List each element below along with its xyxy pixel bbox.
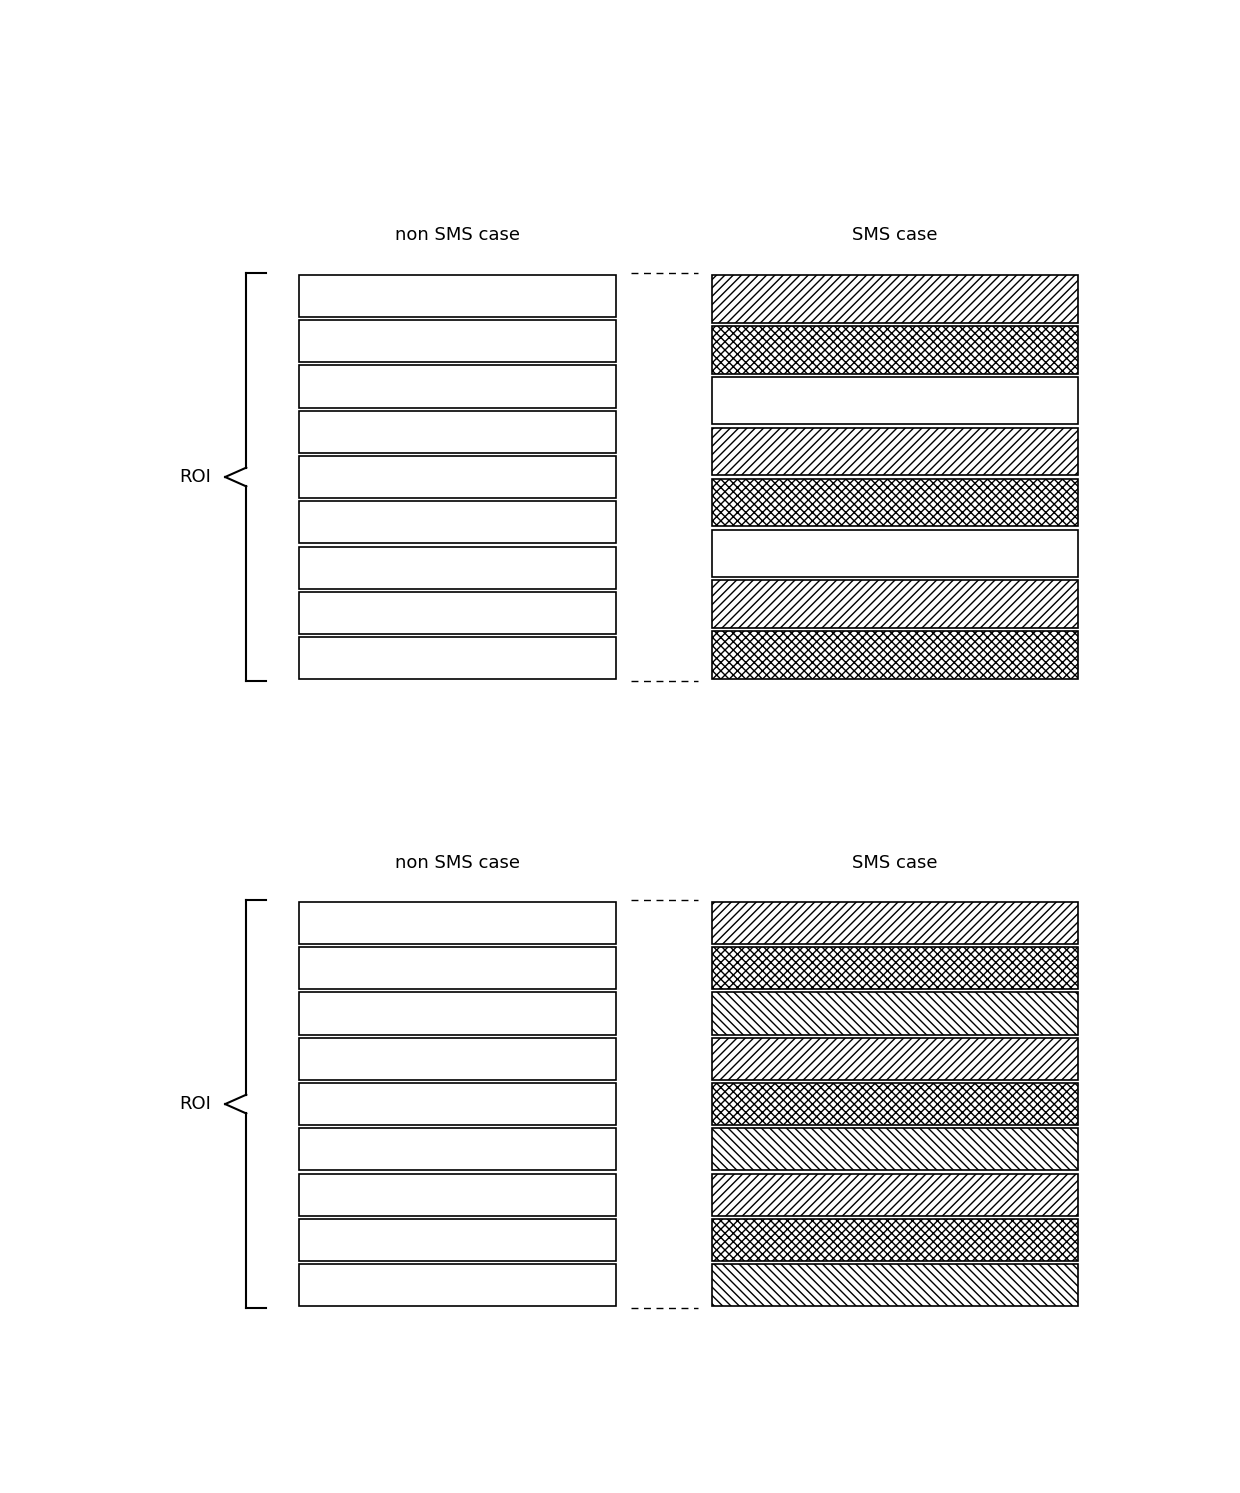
Bar	[712, 1265, 1078, 1306]
Bar	[299, 455, 616, 499]
Bar	[299, 1082, 616, 1126]
Bar	[712, 1173, 1078, 1215]
Text: ROI: ROI	[179, 1094, 211, 1114]
Bar	[712, 275, 1078, 322]
Bar	[712, 376, 1078, 424]
Bar	[299, 591, 616, 635]
Bar	[299, 411, 616, 452]
Bar	[712, 1218, 1078, 1262]
Text: non SMS case: non SMS case	[396, 227, 521, 245]
Bar	[299, 947, 616, 990]
Bar	[712, 1038, 1078, 1079]
Text: SMS case: SMS case	[852, 854, 937, 872]
Bar	[712, 325, 1078, 373]
Text: SMS case: SMS case	[852, 227, 937, 245]
Bar	[299, 366, 616, 408]
Bar	[299, 1129, 616, 1171]
Bar	[299, 993, 616, 1035]
Bar	[299, 902, 616, 944]
Bar	[299, 638, 616, 679]
Text: non SMS case: non SMS case	[396, 854, 521, 872]
Bar	[299, 1218, 616, 1262]
Bar	[712, 902, 1078, 944]
Bar	[712, 947, 1078, 990]
Bar	[299, 1265, 616, 1306]
Bar	[299, 275, 616, 317]
Bar	[299, 320, 616, 363]
Bar	[712, 1082, 1078, 1126]
Bar	[712, 530, 1078, 578]
Text: ROI: ROI	[179, 467, 211, 487]
Bar	[712, 1129, 1078, 1171]
Bar	[299, 502, 616, 543]
Bar	[712, 427, 1078, 475]
Bar	[299, 546, 616, 588]
Bar	[712, 479, 1078, 527]
Bar	[299, 1038, 616, 1079]
Bar	[712, 993, 1078, 1035]
Bar	[712, 581, 1078, 629]
Bar	[712, 632, 1078, 679]
Bar	[299, 1173, 616, 1215]
